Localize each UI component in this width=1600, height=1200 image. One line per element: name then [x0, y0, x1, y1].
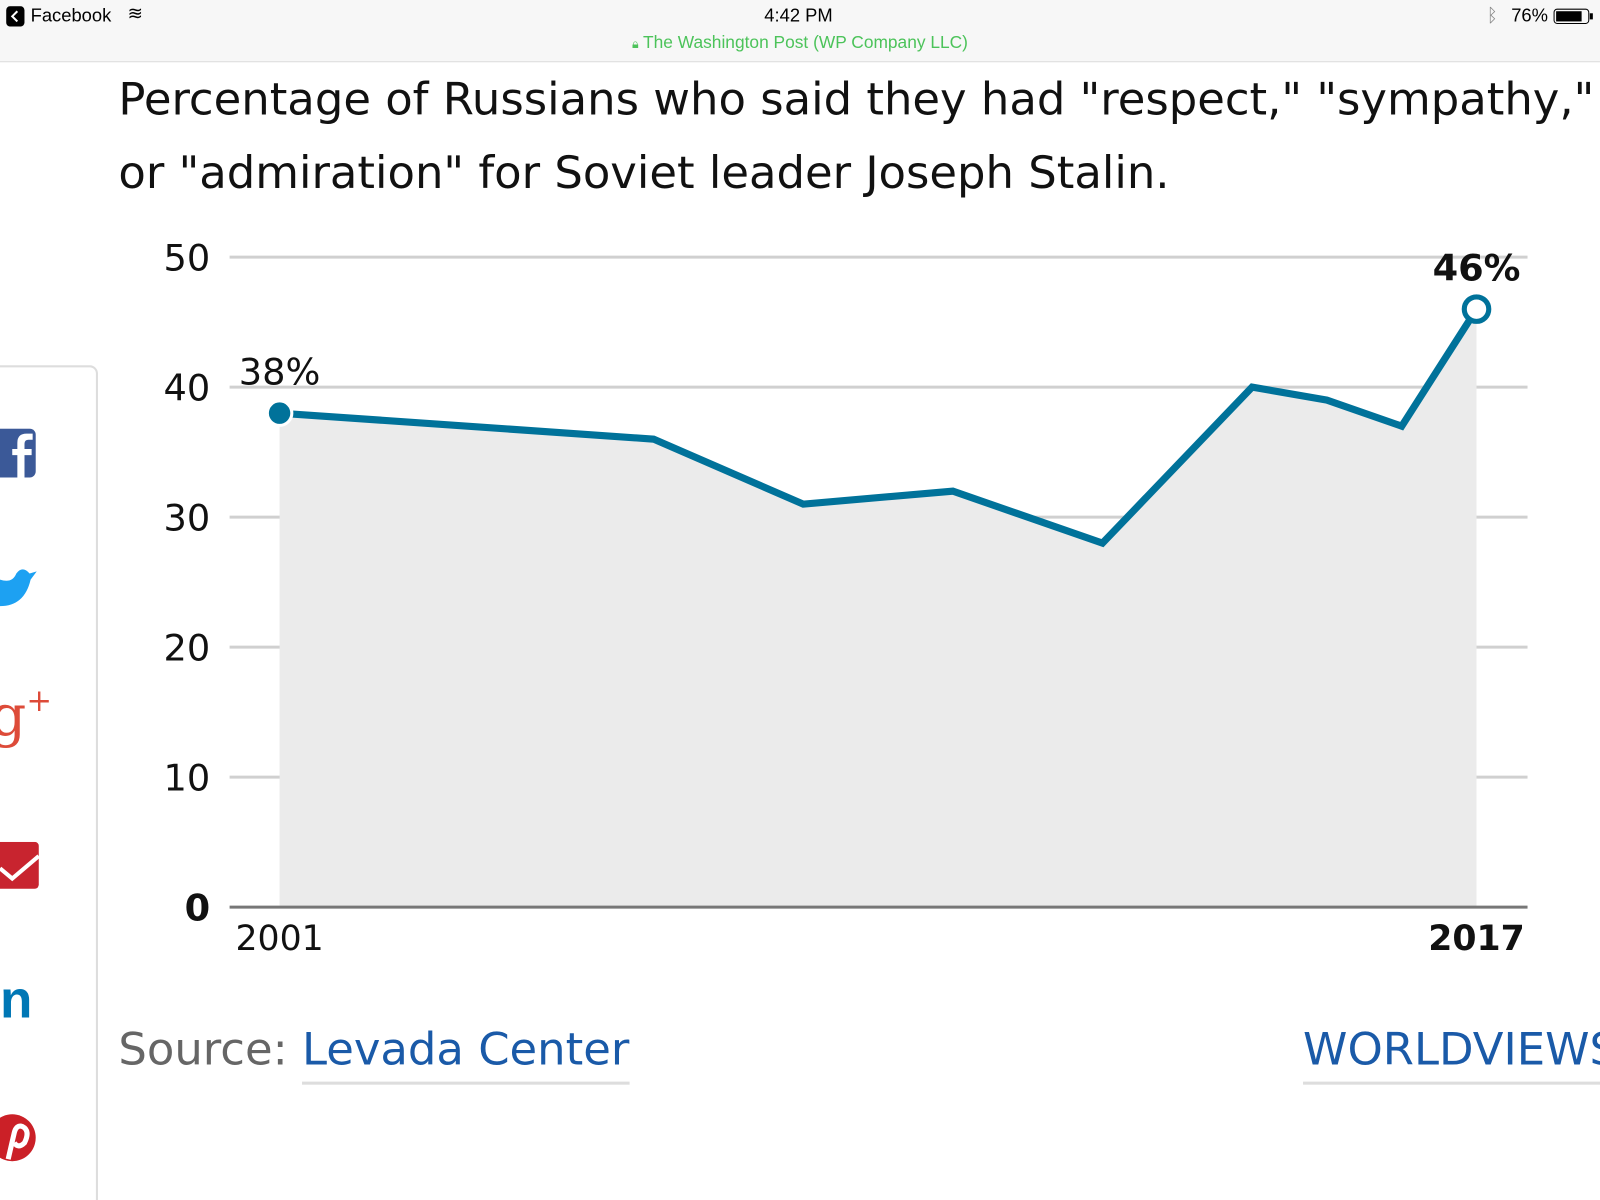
data-point [265, 399, 294, 427]
source-label: Source: [118, 1023, 288, 1076]
bluetooth-icon: ᛒ [1486, 5, 1498, 26]
line-chart: 0 10 20 30 40 50 38% 46% 2001 2017 [163, 236, 1528, 959]
title-line-2: or "admiration" for Soviet leader Joseph… [118, 146, 1170, 199]
source-link[interactable]: Levada Center [302, 1023, 630, 1085]
x-tick-label: 2001 [235, 919, 323, 959]
google-plus-icon[interactable]: g+ [0, 683, 53, 750]
area-fill [279, 309, 1477, 908]
twitter-icon[interactable] [0, 563, 41, 614]
y-tick-label: 30 [163, 496, 210, 539]
back-icon[interactable] [6, 6, 25, 27]
clock: 4:42 PM [764, 5, 833, 26]
data-line [279, 307, 1480, 548]
data-label-end: 46% [1433, 247, 1521, 290]
worldviews-link[interactable]: WORLDVIEWS [1303, 1023, 1600, 1085]
y-tick-label: 50 [163, 236, 210, 279]
y-tick-label: 20 [163, 626, 210, 669]
battery-icon [1553, 8, 1593, 24]
share-sidebar [0, 365, 98, 1200]
site-name: The Washington Post (WP Company LLC) [643, 32, 968, 53]
source-line: Source: Levada Center [118, 1023, 630, 1085]
lock-icon: 🔒︎ [632, 36, 639, 52]
status-bar: Facebook ≋ 4:42 PM ᛒ 76% 🔒︎ The Washingt… [0, 0, 1600, 63]
title-line-1: Percentage of Russians who said they had… [118, 73, 1595, 126]
site-url[interactable]: 🔒︎ The Washington Post (WP Company LLC) [0, 33, 1600, 53]
data-point [1461, 294, 1492, 324]
data-label-start: 38% [239, 351, 321, 394]
y-tick-label: 10 [163, 756, 210, 799]
pinterest-icon[interactable] [0, 1112, 41, 1163]
back-app-label[interactable]: Facebook [30, 5, 112, 26]
chart-title: Percentage of Russians who said they had… [118, 63, 1594, 210]
x-tick-label: 2017 [1428, 919, 1525, 959]
linkedin-icon[interactable]: n [0, 970, 33, 1030]
wifi-icon: ≋ [127, 3, 143, 24]
email-icon[interactable] [0, 841, 41, 891]
facebook-icon[interactable] [0, 428, 41, 480]
battery-percent: 76% [1511, 5, 1548, 26]
y-tick-label: 0 [185, 886, 211, 929]
y-tick-label: 40 [163, 366, 210, 409]
